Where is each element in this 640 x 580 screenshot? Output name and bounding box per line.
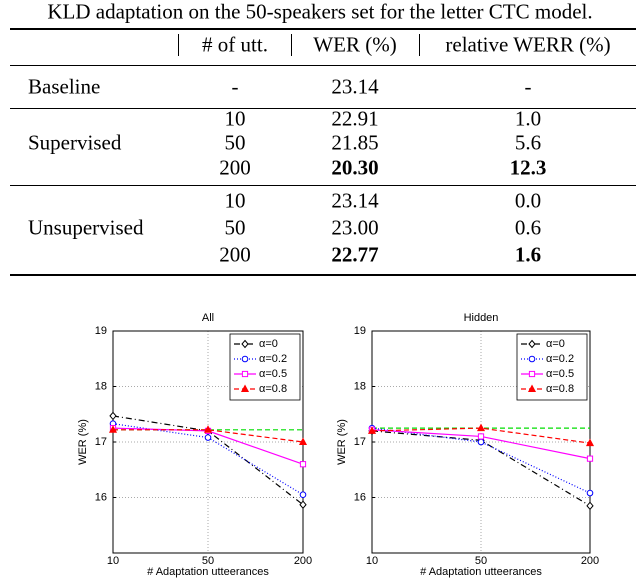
y-axis-label: WER (%) [77,419,89,465]
cell: 50 [224,130,246,155]
marker [476,423,486,432]
rule [10,28,636,30]
row-label: Baseline [28,74,101,99]
rule [10,108,636,109]
cell: - [524,74,532,99]
cell: 50 [224,215,246,240]
x-tick-label: 50 [475,555,487,567]
marker [477,433,485,440]
cell: 5.6 [514,130,542,155]
cell: 21.85 [331,130,379,155]
legend-label: α=0.5 [259,368,287,380]
cell: 0.0 [514,188,542,213]
marker [240,384,250,392]
header-cell: # of utt. [202,32,268,57]
legend-label: α=0.2 [259,353,287,365]
x-axis-label: # Adaptation utteerances [147,566,269,578]
legend-box [229,333,301,401]
header-cell: WER (%) [313,32,397,57]
y-tick-label: 17 [95,436,107,448]
cell: 10 [224,106,246,131]
cell: 1.6 [514,242,542,267]
cell: - [231,74,239,99]
series-line [371,427,591,444]
marker [299,491,307,499]
marker [528,370,536,378]
cell: 20.30 [331,155,379,180]
marker [109,411,117,421]
row-label: Unsupervised [28,215,144,240]
y-tick-label: 17 [354,436,366,448]
x-axis-label: # Adaptation utteerances [420,566,542,578]
legend-label: α=0.8 [259,383,287,395]
x-tick-label: 10 [107,555,119,567]
marker [203,425,213,433]
x-tick-label: 200 [581,555,599,567]
x-tick-label: 200 [294,555,312,567]
marker [586,501,594,511]
marker [528,355,536,363]
x-tick-label: 50 [202,555,214,567]
legend-label: α=0.2 [546,353,574,365]
cell: 23.14 [331,188,379,213]
chart-title: All [202,312,214,324]
cell: 1.0 [514,106,542,131]
marker [299,500,307,509]
column-separator [291,34,292,56]
rule [10,65,636,66]
legend-label: α=0.8 [546,383,574,395]
y-tick-label: 19 [354,325,366,337]
row-label: Supervised [28,130,122,155]
marker [299,461,307,468]
marker [241,355,249,363]
marker [585,438,595,447]
cell: 200 [219,155,251,180]
chart-title: Hidden [464,312,499,324]
series-line [371,427,591,494]
y-tick-label: 18 [354,380,366,392]
results-table: KLD adaptation on the 50-speakers set fo… [0,0,640,285]
marker [367,426,377,434]
legend-label: α=0.5 [546,368,574,380]
legend-label: α=0 [259,338,278,350]
cell: 12.3 [509,155,547,180]
rule [10,274,636,276]
y-axis-label: WER (%) [336,419,348,465]
column-separator [178,34,179,56]
marker [241,370,249,378]
cell: 200 [219,242,251,267]
marker [108,425,118,433]
y-tick-label: 19 [95,325,107,337]
marker [477,438,485,446]
legend-box [516,333,588,401]
rule [10,185,636,186]
marker [528,339,536,349]
legend-label: α=0 [546,338,565,350]
marker [586,489,594,497]
column-separator [419,34,420,56]
x-tick-label: 10 [366,555,378,567]
cell: 0.6 [514,215,542,240]
marker [298,437,308,445]
cell: 22.77 [331,242,379,267]
marker [527,384,537,392]
y-tick-label: 16 [354,491,366,503]
marker [204,434,212,441]
marker [586,455,594,462]
header-cell: relative WERR (%) [445,32,611,57]
table-caption: KLD adaptation on the 50-speakers set fo… [47,0,593,24]
y-tick-label: 18 [95,380,107,392]
y-tick-label: 16 [95,491,107,503]
marker [241,339,249,349]
cell: 23.00 [331,215,379,240]
cell: 22.91 [331,106,379,131]
cell: 23.14 [331,74,379,99]
cell: 10 [224,188,246,213]
